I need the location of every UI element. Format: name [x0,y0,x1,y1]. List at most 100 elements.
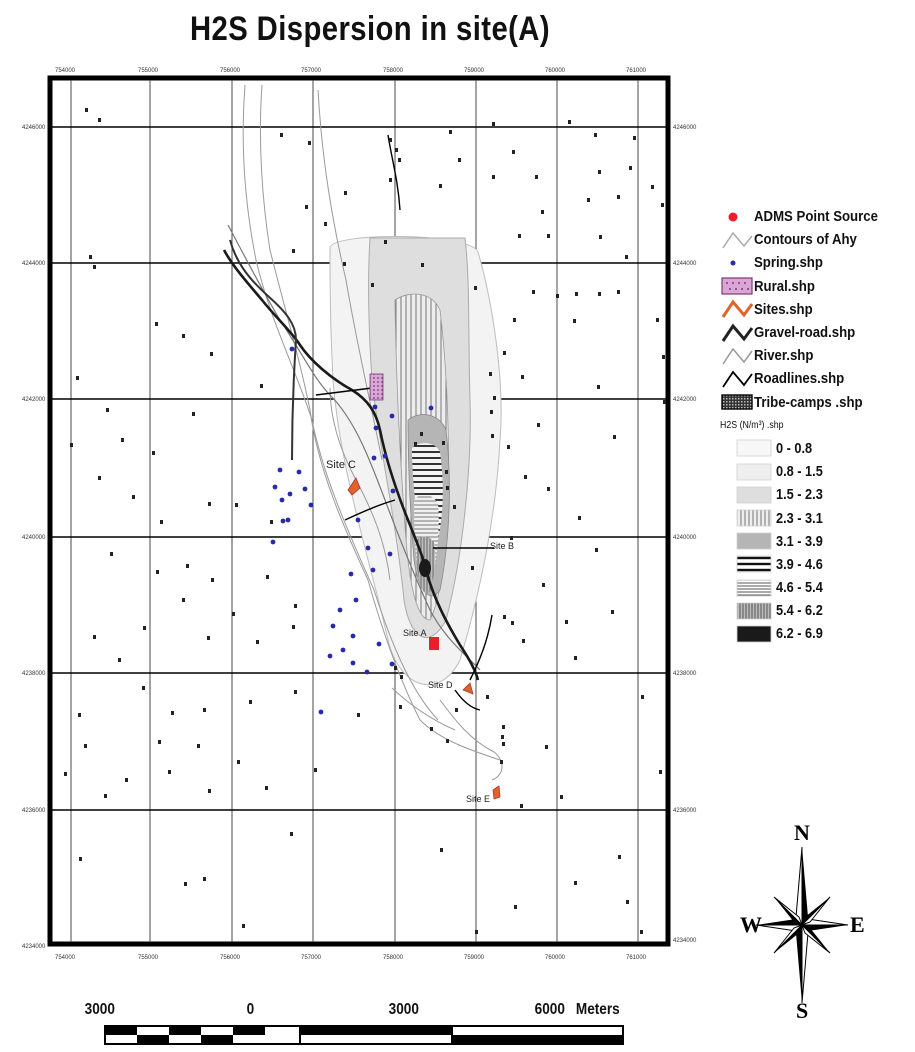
tribe-camp-marker [453,505,456,509]
tribe-camp-marker [626,900,629,904]
scale-label: 0 [246,1001,255,1018]
tick-left: 4240000 [22,535,46,541]
legend-class-swatch [736,509,772,527]
scale-label: 3000 [84,1001,115,1018]
tribe-camp-marker [532,290,535,294]
tribe-camp-marker [118,658,121,662]
tribe-camp-marker [132,495,135,499]
tribe-camp-marker [98,118,101,122]
site-label: Site A [403,628,427,638]
tribe-camp-marker [440,848,443,852]
tick-right: 4234000 [673,938,697,944]
tribe-camp-marker [208,789,211,793]
tribe-camp-marker [541,210,544,214]
tribe-camp-marker [186,564,189,568]
gravel-road-line [229,239,298,461]
grid-lines [70,80,639,942]
tribe-camp-marker [260,384,263,388]
tribe-camp-marker [168,770,171,774]
legend-class-item: 4.6 - 5.4 [720,576,915,599]
spring-marker [355,517,361,523]
legend-class-item: 3.1 - 3.9 [720,530,915,553]
tribe-camp-marker [524,475,527,479]
tribe-camp-marker [651,185,654,189]
tribe-camp-marker [663,400,666,404]
tribe-camp-marker [389,138,392,142]
tribe-camp-marker [542,583,545,587]
red-dot-icon [728,212,738,222]
tick-left: 4244000 [22,261,46,267]
legend-class-swatch [736,486,772,504]
tribe-camp-marker [597,385,600,389]
grid-lines-horizontal [52,126,666,811]
springs-layer [270,346,434,715]
tribe-camp-marker [512,150,515,154]
tribe-camp-marker [492,122,495,126]
tribe-camp-marker [64,772,67,776]
tribe-camp-marker [442,441,445,445]
legend-class-item: 0.8 - 1.5 [720,460,915,483]
tribe-camp-marker [501,735,504,739]
tribe-camp-marker [420,432,423,436]
spring-marker [302,486,308,492]
tribe-camp-marker [491,434,494,438]
legend-item-rural: Rural.shp [720,275,915,298]
tribe-camp-marker [507,445,510,449]
tick-left: 4242000 [22,397,46,403]
tribe-camp-marker [292,249,295,253]
adms-point-source [429,637,439,650]
tribe-camp-marker [475,930,478,934]
tribe-camp-marker [294,690,297,694]
spring-marker [389,413,395,419]
spring-marker [330,623,336,629]
scale-bar-graphic [104,1025,624,1045]
tribe-camp-marker [594,133,597,137]
site-label: Site D [428,680,453,690]
tribe-camp-marker [522,639,525,643]
site-label: Site B [490,541,514,551]
tribe-camp-marker [266,575,269,579]
pink-hatch-icon [721,277,753,295]
tick-right: 4246000 [673,125,697,131]
tribe-camp-marker [121,438,124,442]
legend-class-label: 0.8 - 1.5 [776,463,823,481]
tribe-camp-marker [110,552,113,556]
legend-item-sites: Sites.shp [720,298,915,321]
orange-line-icon [721,299,754,319]
spring-marker [270,539,276,545]
tick-bottom: 758000 [383,955,404,961]
tribe-camp-marker [611,610,614,614]
spring-marker [272,484,278,490]
tribe-camp-marker [574,881,577,885]
spring-marker [382,453,388,459]
tribe-camp-marker [256,640,259,644]
tribe-camp-marker [308,141,311,145]
gravel-road-line [222,249,480,681]
legend-item-roadlines: Roadlines.shp [720,367,915,390]
tribe-camp-marker [474,286,477,290]
spring-marker [390,488,396,494]
tick-left: 4246000 [22,125,46,131]
tick-labels-top: 754000 755000 756000 757000 758000 75900… [55,68,647,74]
dark-line-icon [721,323,754,342]
tribe-camp-marker [104,794,107,798]
tribe-camp-marker [493,396,496,400]
legend-class-item: 5.4 - 6.2 [720,599,915,622]
legend-item-tribe-camps: Tribe-camps .shp [720,391,915,414]
tick-top: 758000 [383,68,404,74]
tribe-camp-marker [486,695,489,699]
spring-marker [364,669,370,675]
legend-class-label: 5.4 - 6.2 [776,602,823,620]
tick-bottom: 755000 [138,955,159,961]
tick-top: 760000 [545,68,566,74]
tribe-camp-marker [395,148,398,152]
spring-marker [277,467,283,473]
tribe-camp-marker [640,930,643,934]
tribe-camp-marker [292,625,295,629]
contour-line-icon [722,231,753,249]
legend-item-spring: Spring.shp [720,251,915,274]
blue-dot-icon [730,260,736,266]
legend-label: Roadlines.shp [754,370,845,388]
tribe-camp-marker [599,235,602,239]
tribe-camp-marker [93,635,96,639]
